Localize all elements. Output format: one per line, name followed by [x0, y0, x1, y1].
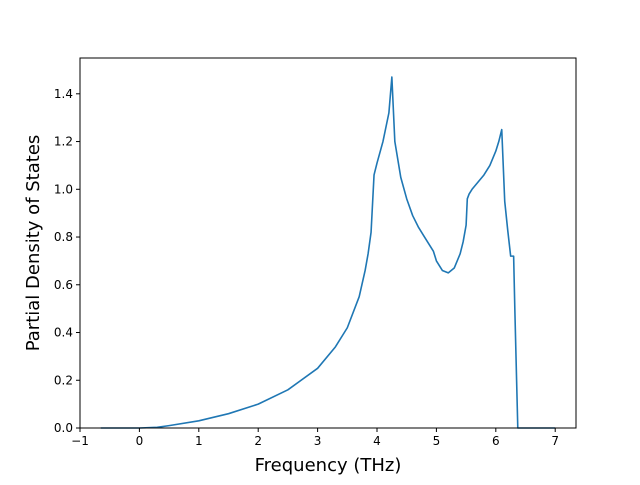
- y-tick-label: 0.8: [54, 230, 73, 244]
- y-tick-label: 1.4: [54, 87, 73, 101]
- y-tick-label: 0.6: [54, 278, 73, 292]
- x-tick-label: 3: [314, 434, 322, 448]
- y-tick-label: 0.2: [54, 373, 73, 387]
- y-tick-label: 1.2: [54, 135, 73, 149]
- y-tick-label: 1.0: [54, 182, 73, 196]
- x-tick-label: 2: [254, 434, 262, 448]
- series-line-0: [100, 76, 556, 429]
- x-axis-label: Frequency (THz): [255, 455, 402, 476]
- axes-frame: [79, 57, 577, 429]
- x-tick-label: 4: [373, 434, 381, 448]
- x-tick-label: 1: [195, 434, 203, 448]
- x-tick-label: 5: [433, 434, 441, 448]
- x-tick-label: 7: [551, 434, 559, 448]
- y-tick-label: 0.0: [54, 421, 73, 435]
- y-tick-label: 0.4: [54, 326, 73, 340]
- x-tick-label: −1: [71, 434, 89, 448]
- x-tick-label: 0: [136, 434, 144, 448]
- y-axis-label: Partial Density of States: [23, 135, 44, 352]
- x-tick-label: 6: [492, 434, 500, 448]
